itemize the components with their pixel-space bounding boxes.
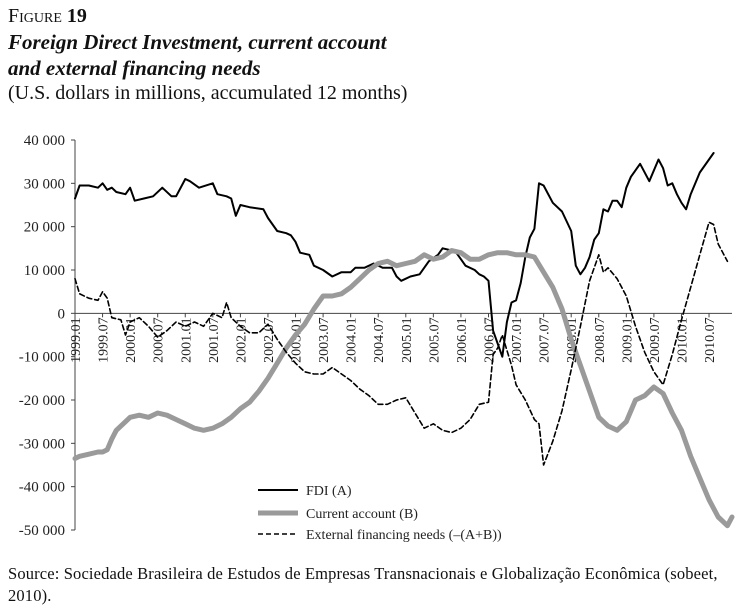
x-tick-label: 2010.01: [675, 317, 690, 363]
x-tick-label: 2001.07: [207, 317, 222, 363]
figure-word: Figure: [8, 5, 62, 27]
chart-title-line-2: and external financing needs: [8, 56, 261, 80]
x-tick-label: 2007.01: [510, 317, 525, 363]
x-tick-label: 2002.01: [234, 317, 249, 363]
x-tick-label: 2005.01: [400, 317, 415, 363]
x-tick-label: 2000.07: [152, 317, 167, 363]
y-tick-label: 40 000: [24, 133, 65, 149]
line-chart: 40 000 30 000 20 000 10 000 0 -10 000 -20 000 -…: [19, 133, 735, 543]
y-axis: 40 000 30 000 20 000 10 000 0 -10 000 -20 000 -…: [19, 133, 76, 539]
chart-subtitle: (U.S. dollars in millions, accumulated 1…: [8, 82, 408, 104]
x-tick-label: 2006.01: [455, 317, 470, 363]
chart-title-line-1: Foreign Direct Investment, current accou…: [8, 30, 387, 54]
legend-label-2: Current account (B): [306, 507, 418, 522]
x-tick-label: 2008.07: [593, 317, 608, 363]
figure-header: Figure 19 Foreign Direct Investment, cur…: [8, 4, 734, 106]
x-tick-label: 2000.01: [124, 317, 139, 363]
figure-label: Figure 19: [8, 4, 734, 29]
y-tick-label: -10 000: [19, 350, 65, 366]
y-tick-label: -20 000: [19, 393, 65, 409]
series-line-2: [72, 248, 735, 529]
x-tick-label: 1999.07: [97, 317, 112, 363]
y-tick-label: 30 000: [24, 176, 65, 192]
legend-label-1: FDI (A): [306, 484, 352, 499]
x-axis: 1999.01 1999.07 2000.01 2000.07 2001.01 2001.…: [69, 312, 732, 363]
y-tick-label: 20 000: [24, 220, 65, 236]
x-tick-label: 2007.07: [538, 317, 553, 363]
source-note: Source: Sociedade Brasileira de Estudos …: [8, 564, 718, 605]
series-lines: [72, 152, 735, 529]
y-tick-label: -30 000: [19, 436, 65, 452]
x-tick-label: 2010.07: [703, 317, 718, 363]
x-tick-label: 2001.01: [179, 317, 194, 363]
legend: FDI (A) Current account (B) External finan…: [258, 484, 502, 543]
x-tick-label: 2003.07: [317, 317, 332, 363]
x-tick-label: 2009.07: [648, 317, 663, 363]
x-tick-label: 2004.01: [345, 317, 360, 363]
x-tick-label: 2004.07: [372, 317, 387, 363]
x-tick-label: 2009.01: [620, 317, 635, 363]
y-tick-label: 10 000: [24, 263, 65, 279]
x-tick-label: 2002.07: [262, 317, 277, 363]
x-tick-label: 2005.07: [427, 317, 442, 363]
x-tick-label: 1999.01: [69, 317, 84, 363]
y-tick-label: -50 000: [19, 523, 65, 539]
y-tick-label: 0: [58, 306, 66, 322]
figure-number: 19: [66, 5, 87, 27]
series-line-1: [74, 152, 715, 358]
legend-label-3: External financing needs (–(A+B)): [306, 528, 502, 543]
series-line-3: [74, 221, 729, 466]
y-tick-label: -40 000: [19, 480, 65, 496]
x-tick-label: 2006.07: [482, 317, 497, 363]
